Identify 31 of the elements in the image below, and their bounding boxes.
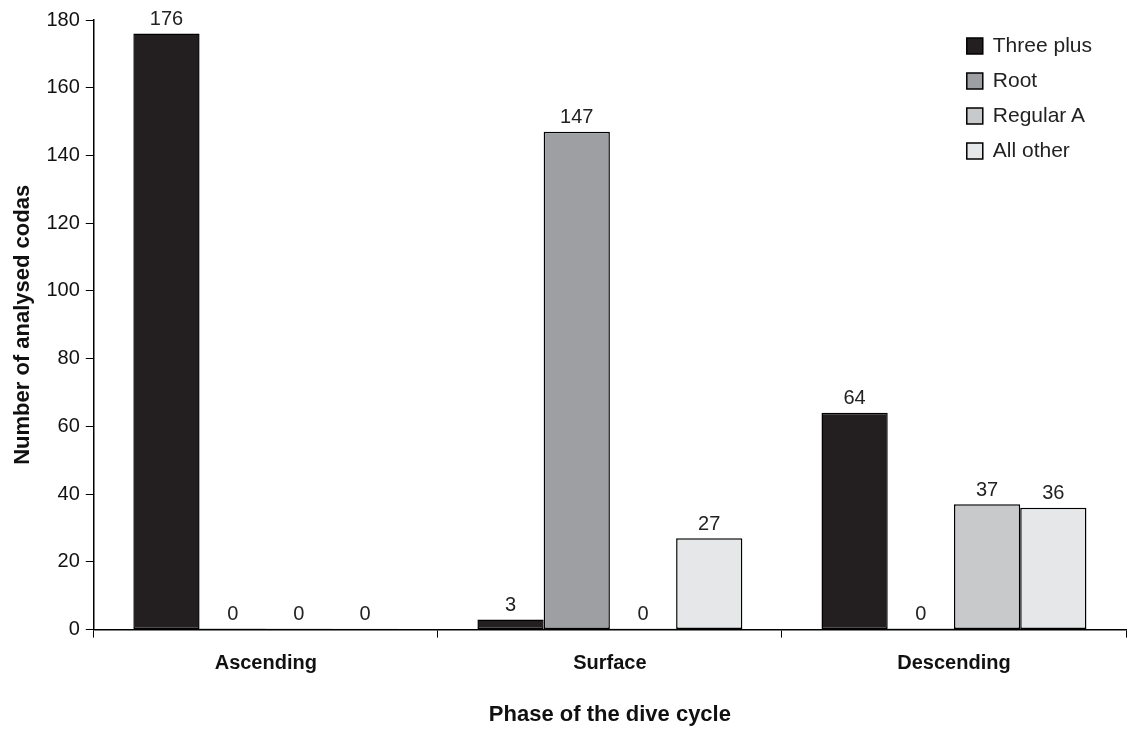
y-tick-label: 140	[46, 142, 80, 165]
y-tick-label: 60	[57, 413, 80, 436]
legend-label: Three plus	[992, 32, 1092, 56]
data-label: 27	[698, 511, 721, 534]
data-label: 0	[227, 602, 239, 625]
y-tick-label: 40	[57, 481, 80, 504]
x-tick-label: Descending	[897, 651, 1011, 674]
legend-label: Root	[992, 67, 1038, 91]
y-tick-label: 100	[46, 278, 80, 301]
data-label: 147	[560, 105, 594, 128]
x-tick-label: Surface	[573, 651, 647, 674]
data-label: 3	[504, 592, 517, 615]
x-tick-label: Ascending	[214, 651, 317, 674]
y-axis-title: Number of analysed codas	[9, 184, 35, 465]
y-tick-label: 180	[46, 7, 80, 30]
data-label: 0	[359, 602, 371, 625]
y-tick-label: 20	[57, 549, 80, 572]
data-label: 36	[1042, 481, 1065, 504]
legend-label: All other	[992, 137, 1070, 161]
y-tick-label: 120	[46, 210, 80, 233]
data-label: 176	[149, 7, 184, 30]
y-tick-label: 160	[46, 75, 80, 98]
y-tick-label: 0	[68, 617, 80, 640]
data-label: 0	[915, 602, 927, 625]
data-label: 37	[975, 477, 999, 500]
data-label: 0	[637, 602, 649, 625]
x-axis-title: Phase of the dive cycle	[488, 700, 731, 726]
data-label: 64	[843, 386, 866, 409]
legend-label: Regular A	[992, 102, 1086, 126]
y-tick-label: 80	[57, 346, 80, 369]
data-label: 0	[293, 602, 305, 625]
